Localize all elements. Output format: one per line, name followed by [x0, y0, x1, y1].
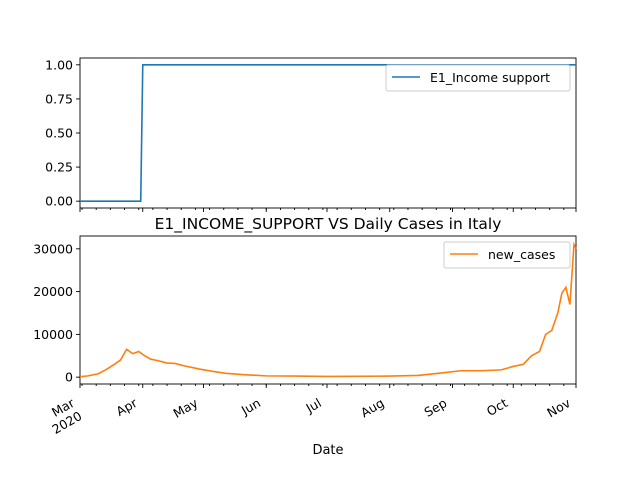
x-tick-label: Apr	[113, 395, 140, 419]
x-tick-label: May	[171, 395, 201, 421]
daily-cases-subplot: E1_INCOME_SUPPORT VS Daily Cases in Ital…	[33, 215, 577, 458]
series-line-new-cases	[79, 241, 577, 378]
x-tick-label-line: Aug	[358, 395, 387, 420]
legend-label-new-cases: new_cases	[488, 247, 555, 262]
x-tick-label-line: May	[171, 395, 201, 421]
top-legend-box	[385, 64, 571, 92]
x-tick-label-line: Nov	[544, 395, 573, 420]
y-tick-label: 0	[65, 370, 73, 385]
bottom-legend-box	[443, 241, 571, 269]
top-legend: E1_Income support	[385, 64, 571, 92]
y-tick-label: 0.50	[45, 126, 73, 141]
y-tick-label: 0.75	[45, 91, 73, 106]
x-tick-label-line: Oct	[484, 395, 510, 419]
series-line-e1-income-support	[80, 64, 576, 202]
y-tick-label: 1.00	[45, 57, 73, 72]
bottom-axes-frame	[79, 235, 577, 385]
legend-label-e1-income-support: E1_Income support	[430, 70, 550, 85]
x-tick-label: Nov	[544, 395, 573, 420]
bottom-y-ticks: 0 10000 20000 30000	[33, 241, 80, 385]
x-tick-label: Aug	[358, 395, 387, 420]
y-tick-label: 10000	[33, 327, 73, 342]
x-tick-label: Sep	[422, 395, 450, 420]
x-tick-label: Oct	[484, 395, 510, 419]
x-tick-label-line: Jul	[302, 395, 323, 416]
bottom-legend: new_cases	[443, 241, 571, 269]
x-tick-label-line: Jun	[238, 395, 263, 418]
x-tick-label: Jun	[238, 395, 263, 418]
y-tick-label: 20000	[33, 284, 73, 299]
x-axis-label: Date	[312, 443, 343, 458]
income-support-subplot: 0.00 0.25 0.50 0.75 1.00 E1_Income support	[45, 57, 577, 212]
chart-title: E1_INCOME_SUPPORT VS Daily Cases in Ital…	[155, 215, 502, 234]
x-tick-label: Jul	[302, 395, 323, 416]
x-tick-label-line: Apr	[113, 395, 140, 419]
y-tick-label: 0.00	[45, 194, 73, 209]
y-tick-label: 0.25	[45, 160, 73, 175]
y-tick-label: 30000	[33, 241, 73, 256]
top-y-ticks: 0.00 0.25 0.50 0.75 1.00	[45, 57, 80, 209]
x-tick-label-line: Sep	[422, 395, 450, 420]
top-x-ticks	[79, 208, 577, 212]
